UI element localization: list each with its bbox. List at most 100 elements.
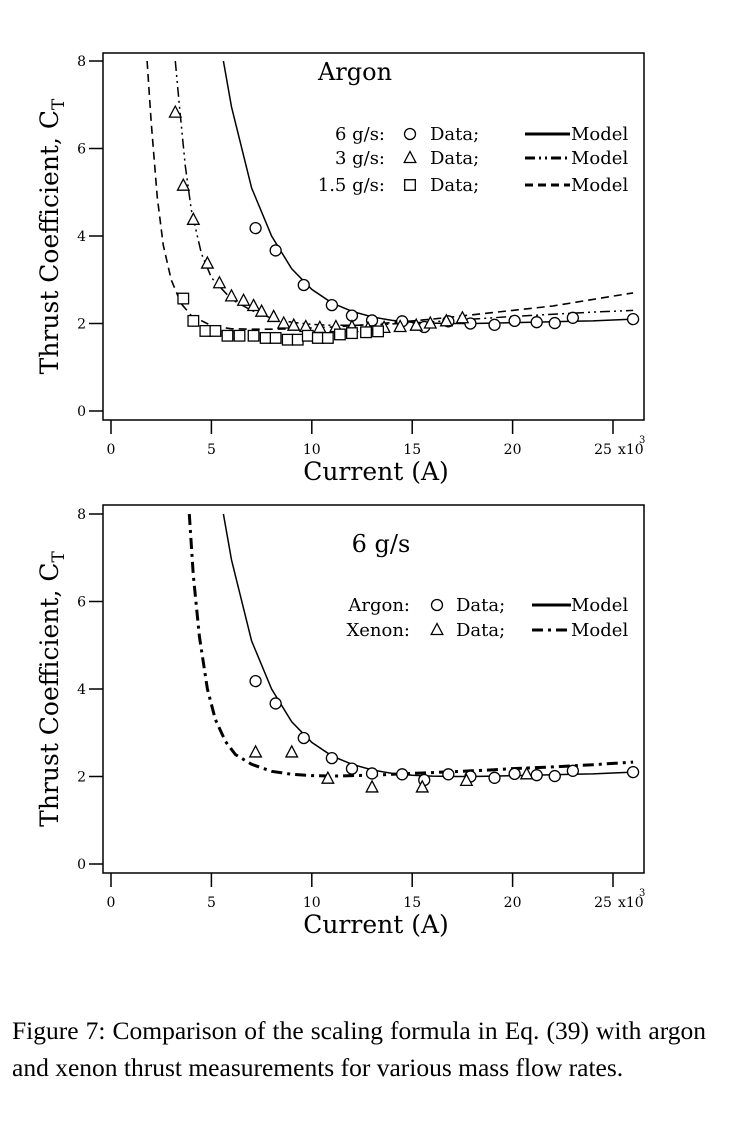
- data-point-triangle: [236, 292, 251, 306]
- legend-data-label: Data;: [456, 620, 505, 641]
- x-multiplier: x10: [618, 442, 644, 458]
- model-curves: [187, 513, 634, 778]
- y-tick-label: 0: [77, 404, 86, 420]
- x-multiplier-exponent: 3: [639, 888, 645, 899]
- legend: 6 g/s: Data; Model 3 g/s: Data; Model 1.5 g/s:…: [318, 124, 629, 196]
- y-tick-label: 6: [77, 142, 86, 158]
- data-point-triangle: [519, 766, 534, 780]
- legend-data-label: Data;: [430, 175, 479, 196]
- x-multiplier-exponent: 3: [639, 435, 645, 446]
- legend-data-label: Data;: [430, 124, 479, 145]
- legend-marker-triangle: [403, 150, 417, 164]
- x-tick-label: 15: [403, 895, 421, 911]
- figure-caption: Figure 7: Comparison of the scaling form…: [12, 1012, 706, 1086]
- data-point-circle: [269, 697, 282, 710]
- data-point-triangle: [423, 315, 438, 329]
- legend-data-label: Data;: [456, 595, 505, 616]
- model-curves: [146, 60, 634, 331]
- legend-marker-triangle: [430, 622, 444, 636]
- x-tick-label: 5: [207, 895, 216, 911]
- legend-model-label: Model: [571, 148, 628, 169]
- data-point-circle: [548, 316, 561, 330]
- y-tick-label: 4: [77, 682, 86, 698]
- data-point-circle: [548, 769, 561, 783]
- plot-frame: [102, 52, 645, 421]
- data-point-triangle: [224, 288, 239, 302]
- data-point-square: [233, 329, 246, 342]
- data-point-square: [221, 329, 234, 342]
- model-line-dash-dot: [187, 513, 634, 778]
- data-point-triangle: [212, 275, 227, 289]
- legend-rate-label: 3 g/s:: [335, 148, 385, 169]
- data-point-triangle: [415, 779, 430, 793]
- data-point-circle: [365, 314, 379, 327]
- data-point-triangle: [168, 104, 183, 118]
- data-point-triangle: [320, 770, 335, 784]
- data-point-circle: [530, 316, 543, 329]
- x-tick-label: 20: [504, 895, 522, 911]
- data-point-square: [360, 326, 372, 339]
- x-tick-label: 25: [594, 895, 612, 911]
- y-axis-label: Thrust Coefficient, CT: [35, 551, 69, 827]
- chart-title: Argon: [317, 58, 392, 86]
- y-tick-label: 4: [77, 229, 86, 245]
- data-point-circle: [442, 768, 455, 781]
- data-point-circle: [396, 768, 409, 781]
- data-point-square: [209, 324, 222, 337]
- x-tick-label: 10: [303, 895, 321, 911]
- data-point-square: [199, 324, 212, 337]
- data-point-triangle: [276, 315, 291, 329]
- legend-data-label: Data;: [430, 148, 479, 169]
- data-point-square: [187, 314, 200, 327]
- legend: Argon: Data; Model Xenon: Data; Model: [346, 595, 628, 641]
- y-axis-label-subscript: T: [49, 551, 69, 563]
- y-axis-label: Thrust Coefficient, CT: [35, 98, 69, 374]
- data-point-square: [281, 333, 294, 346]
- x-tick-label: 0: [107, 895, 116, 911]
- data-point-circle: [365, 767, 379, 780]
- data-point-circle: [325, 298, 339, 312]
- data-point-square: [269, 331, 282, 344]
- data-point-triangle: [176, 177, 191, 191]
- y-tick-label: 8: [77, 507, 86, 523]
- data-point-triangle: [393, 319, 408, 333]
- y-tick-label: 6: [77, 595, 86, 611]
- data-point-circle: [345, 762, 359, 775]
- data-point-circle: [566, 311, 579, 324]
- data-point-circle: [488, 318, 501, 331]
- data-point-triangle: [246, 298, 261, 312]
- x-tick-label: 0: [107, 442, 116, 458]
- chart-title: 6 g/s: [352, 530, 411, 558]
- data-point-triangle: [200, 255, 215, 269]
- data-point-triangle: [409, 317, 424, 331]
- data-point-circle: [508, 767, 521, 781]
- legend-model-label: Model: [571, 620, 628, 641]
- legend-model-label: Model: [571, 124, 628, 145]
- data-point-circle: [626, 765, 640, 779]
- data-point-circle: [269, 244, 282, 257]
- legend-marker-circle: [403, 127, 417, 141]
- data-point-circle: [488, 771, 501, 784]
- data-point-circle: [249, 674, 262, 688]
- data-point-circle: [297, 731, 310, 745]
- y-tick-label: 2: [77, 317, 86, 333]
- x-tick-label: 15: [403, 442, 421, 458]
- data-point-triangle: [365, 779, 379, 793]
- x-axis-label: Current (A): [303, 910, 449, 939]
- data-point-circle: [566, 764, 579, 777]
- plot-frame: [102, 504, 645, 874]
- x-multiplier: x10: [618, 895, 644, 911]
- data-point-circle: [249, 221, 262, 235]
- x-tick-label: 20: [504, 442, 522, 458]
- data-point-square: [301, 329, 314, 342]
- data-point-triangle: [186, 211, 201, 225]
- y-tick-label: 2: [77, 770, 86, 786]
- caption-line-1: Figure 7: Comparison of the scaling form…: [12, 1016, 498, 1045]
- data-point-square: [177, 292, 190, 305]
- data-point-triangle: [248, 744, 263, 758]
- data-point-triangle: [286, 317, 301, 331]
- x-tick-label: 10: [303, 442, 321, 458]
